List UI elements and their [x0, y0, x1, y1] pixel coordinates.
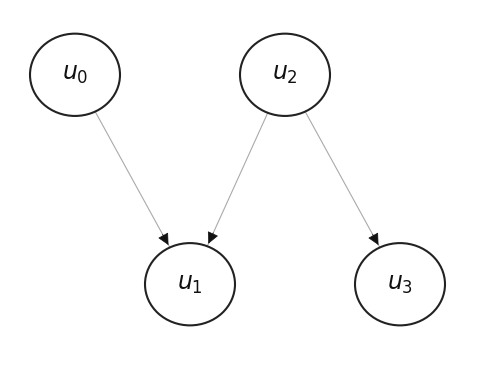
Ellipse shape: [240, 34, 330, 116]
Text: $u_{0}$: $u_{0}$: [62, 63, 88, 86]
Ellipse shape: [355, 243, 445, 325]
Text: $u_{3}$: $u_{3}$: [387, 273, 413, 296]
Text: $u_{2}$: $u_{2}$: [272, 63, 298, 86]
Ellipse shape: [145, 243, 235, 325]
Ellipse shape: [30, 34, 120, 116]
Text: $u_{1}$: $u_{1}$: [177, 273, 203, 296]
